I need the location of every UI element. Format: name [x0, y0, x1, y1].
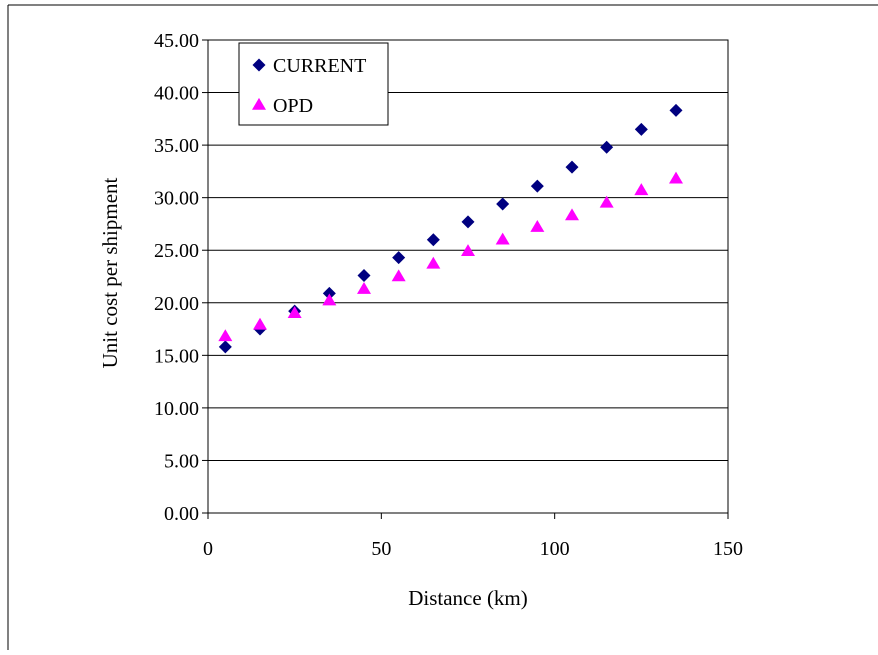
y-tick-label: 25.00	[154, 240, 199, 262]
data-point-opd	[530, 219, 545, 232]
tick-labels: 0.00 5.00 10.00 15.00 20.00 25.00 30.00 35.00 40…	[154, 30, 743, 560]
data-point-current	[669, 103, 683, 117]
data-point-current	[461, 215, 475, 229]
legend: CURRENT OPD	[238, 42, 389, 126]
x-axis-label: Distance (km)	[408, 586, 528, 610]
legend-label-opd: OPD	[273, 95, 313, 117]
y-tick-label: 0.00	[164, 503, 199, 525]
data-point-opd	[357, 281, 371, 294]
y-tick-label: 45.00	[154, 30, 199, 52]
data-point-current	[530, 179, 544, 193]
legend-box	[238, 42, 389, 126]
x-tick-label: 50	[371, 538, 391, 560]
data-point-opd	[391, 269, 406, 282]
data-point-opd	[253, 317, 267, 330]
data-point-opd	[599, 195, 614, 208]
legend-marker-current	[252, 58, 266, 72]
data-point-current	[357, 268, 371, 282]
y-tick-label: 15.00	[154, 345, 199, 367]
plot-border	[207, 39, 729, 514]
y-tick-label: 30.00	[154, 188, 199, 210]
data-point-opd	[426, 256, 441, 269]
x-tick-label: 100	[540, 538, 570, 560]
data-point-opd	[218, 329, 233, 342]
data-point-current	[600, 140, 614, 154]
data-point-current	[426, 233, 440, 247]
data-point-current	[322, 286, 336, 300]
data-point-opd	[322, 293, 337, 306]
data-point-opd	[287, 306, 302, 319]
y-tick-label: 20.00	[154, 293, 199, 315]
data-point-current	[218, 340, 232, 354]
data-point-opd	[634, 183, 649, 196]
data-point-current	[496, 197, 510, 211]
y-tick-label: 5.00	[164, 450, 199, 472]
data-point-current	[392, 251, 406, 265]
data-point-opd	[565, 208, 579, 221]
x-tick-label: 0	[203, 538, 213, 560]
data-point-current	[565, 160, 579, 174]
data-points	[218, 103, 683, 354]
data-point-current	[634, 122, 648, 136]
data-point-opd	[669, 171, 683, 184]
legend-label-current: CURRENT	[273, 55, 366, 77]
y-tick-label: 35.00	[154, 135, 199, 157]
y-tick-label: 40.00	[154, 83, 199, 105]
data-point-opd	[495, 232, 510, 245]
x-tick-label: 150	[713, 538, 743, 560]
axes	[202, 39, 729, 519]
y-tick-label: 10.00	[154, 398, 199, 420]
data-point-opd	[461, 244, 475, 257]
legend-marker-opd	[252, 97, 266, 110]
y-axis-label: Unit cost per shipment	[98, 177, 122, 368]
